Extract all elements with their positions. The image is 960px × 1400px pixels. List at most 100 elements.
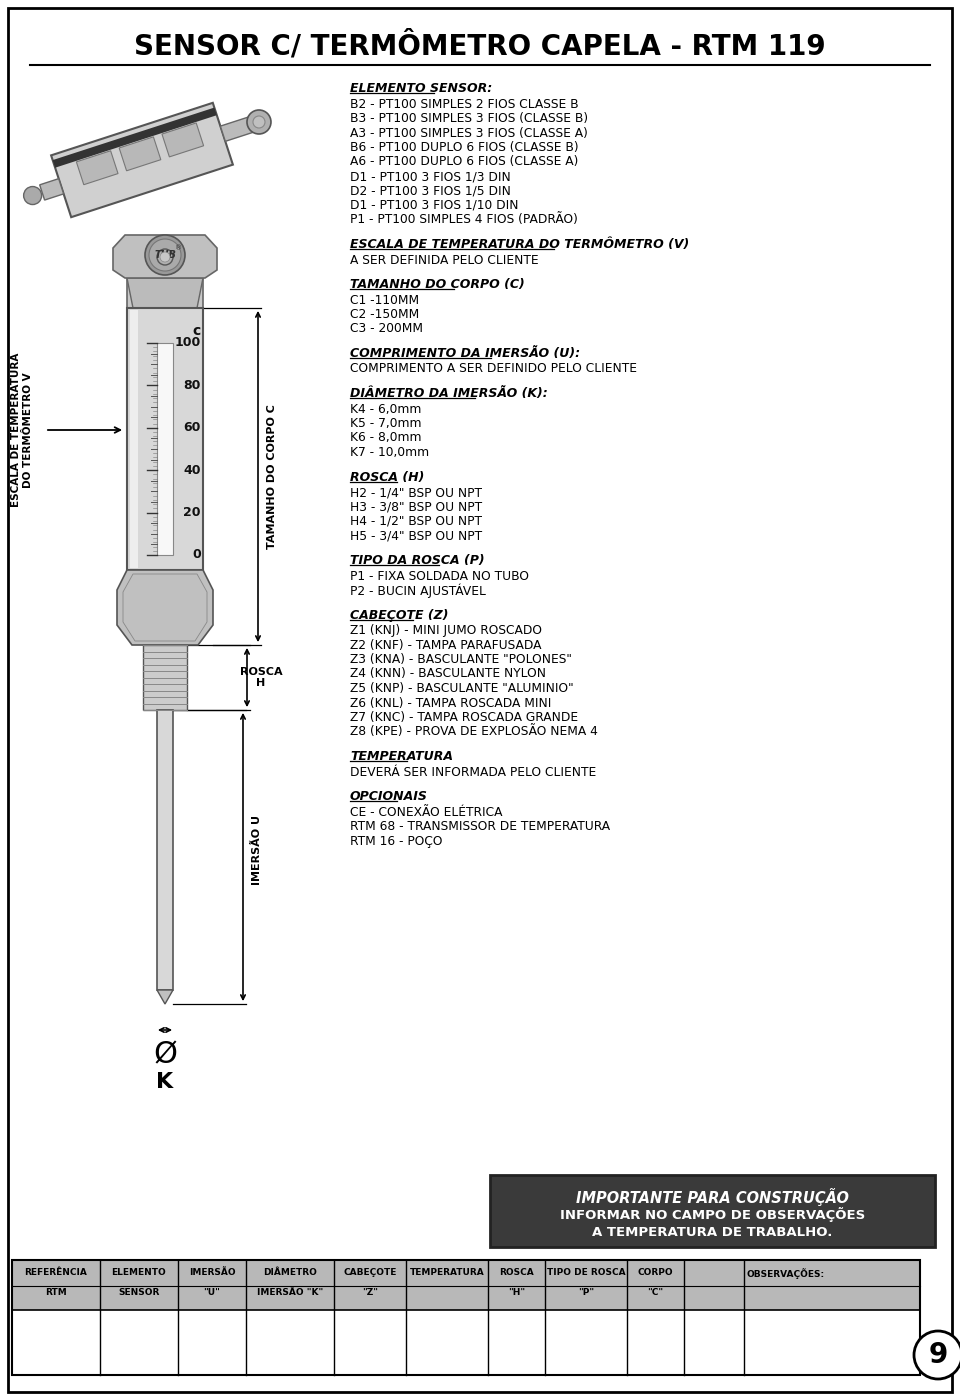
Text: TAMANHO DO CORPO C: TAMANHO DO CORPO C [267, 405, 277, 549]
Text: DIÂMETRO: DIÂMETRO [263, 1268, 317, 1277]
Polygon shape [39, 179, 63, 200]
Bar [127, 279, 203, 308]
Text: IMERSÃO "K": IMERSÃO "K" [257, 1288, 324, 1296]
Circle shape [253, 116, 265, 127]
Text: K: K [156, 1072, 174, 1092]
Polygon shape [157, 990, 173, 1004]
Text: Z3 (KNA) - BASCULANTE "POLONES": Z3 (KNA) - BASCULANTE "POLONES" [350, 652, 572, 666]
Text: TIPO DE ROSCA: TIPO DE ROSCA [546, 1268, 625, 1277]
Text: B6 - PT100 DUPLO 6 FIOS (CLASSE B): B6 - PT100 DUPLO 6 FIOS (CLASSE B) [350, 141, 579, 154]
Text: 40: 40 [183, 463, 201, 476]
Text: 0: 0 [192, 549, 201, 561]
Text: K6 - 8,0mm: K6 - 8,0mm [350, 431, 421, 445]
Text: H5 - 3/4" BSP OU NPT: H5 - 3/4" BSP OU NPT [350, 529, 482, 542]
Text: RTM: RTM [45, 1288, 67, 1296]
Text: IMERSÃO: IMERSÃO [189, 1268, 235, 1277]
Text: ®: ® [176, 245, 182, 251]
Polygon shape [127, 279, 203, 308]
Text: "C": "C" [647, 1288, 663, 1296]
Text: Z6 (KNL) - TAMPA ROSCADA MINI: Z6 (KNL) - TAMPA ROSCADA MINI [350, 697, 551, 710]
Text: P1 - PT100 SIMPLES 4 FIOS (PADRÃO): P1 - PT100 SIMPLES 4 FIOS (PADRÃO) [350, 213, 578, 227]
Polygon shape [162, 123, 204, 157]
Text: ELEMENTO SENSOR:: ELEMENTO SENSOR: [350, 83, 492, 95]
Text: OPCIONAIS: OPCIONAIS [350, 790, 428, 804]
Polygon shape [119, 137, 161, 171]
Text: IMERSÃO U: IMERSÃO U [252, 815, 262, 885]
Bar [12, 1260, 920, 1375]
Text: Z8 (KPE) - PROVA DE EXPLOSÃO NEMA 4: Z8 (KPE) - PROVA DE EXPLOSÃO NEMA 4 [350, 725, 598, 739]
Polygon shape [77, 151, 118, 185]
Text: B2 - PT100 SIMPLES 2 FIOS CLASSE B: B2 - PT100 SIMPLES 2 FIOS CLASSE B [350, 98, 579, 111]
Text: DIÂMETRO DA IMERSÃO (K):: DIÂMETRO DA IMERSÃO (K): [350, 386, 548, 400]
Text: ELEMENTO: ELEMENTO [111, 1268, 166, 1277]
Text: D1 - PT100 3 FIOS 1/10 DIN: D1 - PT100 3 FIOS 1/10 DIN [350, 199, 518, 211]
Text: IMPORTANTE PARA CONSTRUÇÃO: IMPORTANTE PARA CONSTRUÇÃO [576, 1189, 849, 1205]
Text: H4 - 1/2" BSP OU NPT: H4 - 1/2" BSP OU NPT [350, 515, 482, 528]
Text: "U": "U" [204, 1288, 221, 1296]
Text: Z7 (KNC) - TAMPA ROSCADA GRANDE: Z7 (KNC) - TAMPA ROSCADA GRANDE [350, 711, 578, 724]
Text: "Z": "Z" [362, 1288, 378, 1296]
Bar [127, 308, 203, 570]
Text: "H": "H" [508, 1288, 525, 1296]
Text: CABEÇOTE (Z): CABEÇOTE (Z) [350, 609, 448, 622]
Text: 20: 20 [183, 507, 201, 519]
Text: B3 - PT100 SIMPLES 3 FIOS (CLASSE B): B3 - PT100 SIMPLES 3 FIOS (CLASSE B) [350, 112, 588, 125]
Text: SENSOR C/ TERMÔMETRO CAPELA - RTM 119: SENSOR C/ TERMÔMETRO CAPELA - RTM 119 [134, 31, 826, 60]
Text: TUB: TUB [154, 251, 176, 260]
Text: Z2 (KNF) - TAMPA PARAFUSADA: Z2 (KNF) - TAMPA PARAFUSADA [350, 638, 541, 651]
Circle shape [157, 249, 173, 265]
Bar [157, 343, 173, 554]
Text: CORPO: CORPO [637, 1268, 673, 1277]
Text: P2 - BUCIN AJUSTÁVEL: P2 - BUCIN AJUSTÁVEL [350, 584, 486, 599]
Text: ROSCA (H): ROSCA (H) [350, 470, 424, 483]
Text: Ø: Ø [153, 1040, 177, 1070]
Text: TEMPERATURA: TEMPERATURA [410, 1268, 485, 1277]
Circle shape [160, 252, 170, 262]
Text: TAMANHO DO CORPO (C): TAMANHO DO CORPO (C) [350, 279, 525, 291]
Text: TIPO DA ROSCA (P): TIPO DA ROSCA (P) [350, 554, 485, 567]
Text: RTM 16 - POÇO: RTM 16 - POÇO [350, 834, 443, 847]
Bar [130, 309, 138, 568]
Text: ROSCA
H: ROSCA H [240, 666, 282, 689]
Text: COMPRIMENTO A SER DEFINIDO PELO CLIENTE: COMPRIMENTO A SER DEFINIDO PELO CLIENTE [350, 363, 637, 375]
Text: A TEMPERATURA DE TRABALHO.: A TEMPERATURA DE TRABALHO. [592, 1226, 832, 1239]
Text: 60: 60 [183, 421, 201, 434]
Text: ESCALA DE TEMPERATURA DO TERMÔMETRO (V): ESCALA DE TEMPERATURA DO TERMÔMETRO (V) [350, 238, 689, 251]
Circle shape [914, 1331, 960, 1379]
Text: C2 -150MM: C2 -150MM [350, 308, 420, 321]
Circle shape [24, 186, 41, 204]
Polygon shape [53, 108, 217, 168]
Text: DEVERÁ SER INFORMADA PELO CLIENTE: DEVERÁ SER INFORMADA PELO CLIENTE [350, 766, 596, 778]
Text: H3 - 3/8" BSP OU NPT: H3 - 3/8" BSP OU NPT [350, 501, 482, 514]
Circle shape [247, 111, 271, 134]
Polygon shape [51, 102, 233, 217]
Text: 80: 80 [183, 379, 201, 392]
Text: P1 - FIXA SOLDADA NO TUBO: P1 - FIXA SOLDADA NO TUBO [350, 570, 529, 582]
Text: ESCALA DE TEMPERATURA
DO TERMÔMETRO V: ESCALA DE TEMPERATURA DO TERMÔMETRO V [12, 353, 33, 507]
Text: SENSOR: SENSOR [118, 1288, 159, 1296]
Text: K5 - 7,0mm: K5 - 7,0mm [350, 417, 421, 430]
Text: INFORMAR NO CAMPO DE OBSERVAÇÕES: INFORMAR NO CAMPO DE OBSERVAÇÕES [560, 1207, 865, 1222]
Circle shape [149, 239, 181, 272]
Bar [157, 710, 173, 990]
Text: C1 -110MM: C1 -110MM [350, 294, 420, 307]
Bar [490, 1175, 935, 1247]
Text: "P": "P" [578, 1288, 594, 1296]
Text: A3 - PT100 SIMPLES 3 FIOS (CLASSE A): A3 - PT100 SIMPLES 3 FIOS (CLASSE A) [350, 126, 588, 140]
Text: D1 - PT100 3 FIOS 1/3 DIN: D1 - PT100 3 FIOS 1/3 DIN [350, 169, 511, 183]
Bar [12, 1260, 920, 1310]
Text: CE - CONEXÃO ELÉTRICA: CE - CONEXÃO ELÉTRICA [350, 805, 502, 819]
Text: D2 - PT100 3 FIOS 1/5 DIN: D2 - PT100 3 FIOS 1/5 DIN [350, 185, 511, 197]
Text: A6 - PT100 DUPLO 6 FIOS (CLASSE A): A6 - PT100 DUPLO 6 FIOS (CLASSE A) [350, 155, 578, 168]
Text: OBSERVAÇÕES:: OBSERVAÇÕES: [747, 1268, 825, 1280]
Circle shape [145, 235, 185, 274]
Text: TEMPERATURA: TEMPERATURA [350, 750, 453, 763]
Text: Z1 (KNJ) - MINI JUMO ROSCADO: Z1 (KNJ) - MINI JUMO ROSCADO [350, 624, 542, 637]
Text: COMPRIMENTO DA IMERSÃO (U):: COMPRIMENTO DA IMERSÃO (U): [350, 347, 580, 360]
Bar [143, 645, 187, 710]
Text: A SER DEFINIDA PELO CLIENTE: A SER DEFINIDA PELO CLIENTE [350, 253, 539, 266]
Text: ROSCA: ROSCA [499, 1268, 534, 1277]
Polygon shape [117, 570, 213, 645]
Text: c: c [193, 323, 201, 337]
Text: K7 - 10,0mm: K7 - 10,0mm [350, 447, 429, 459]
